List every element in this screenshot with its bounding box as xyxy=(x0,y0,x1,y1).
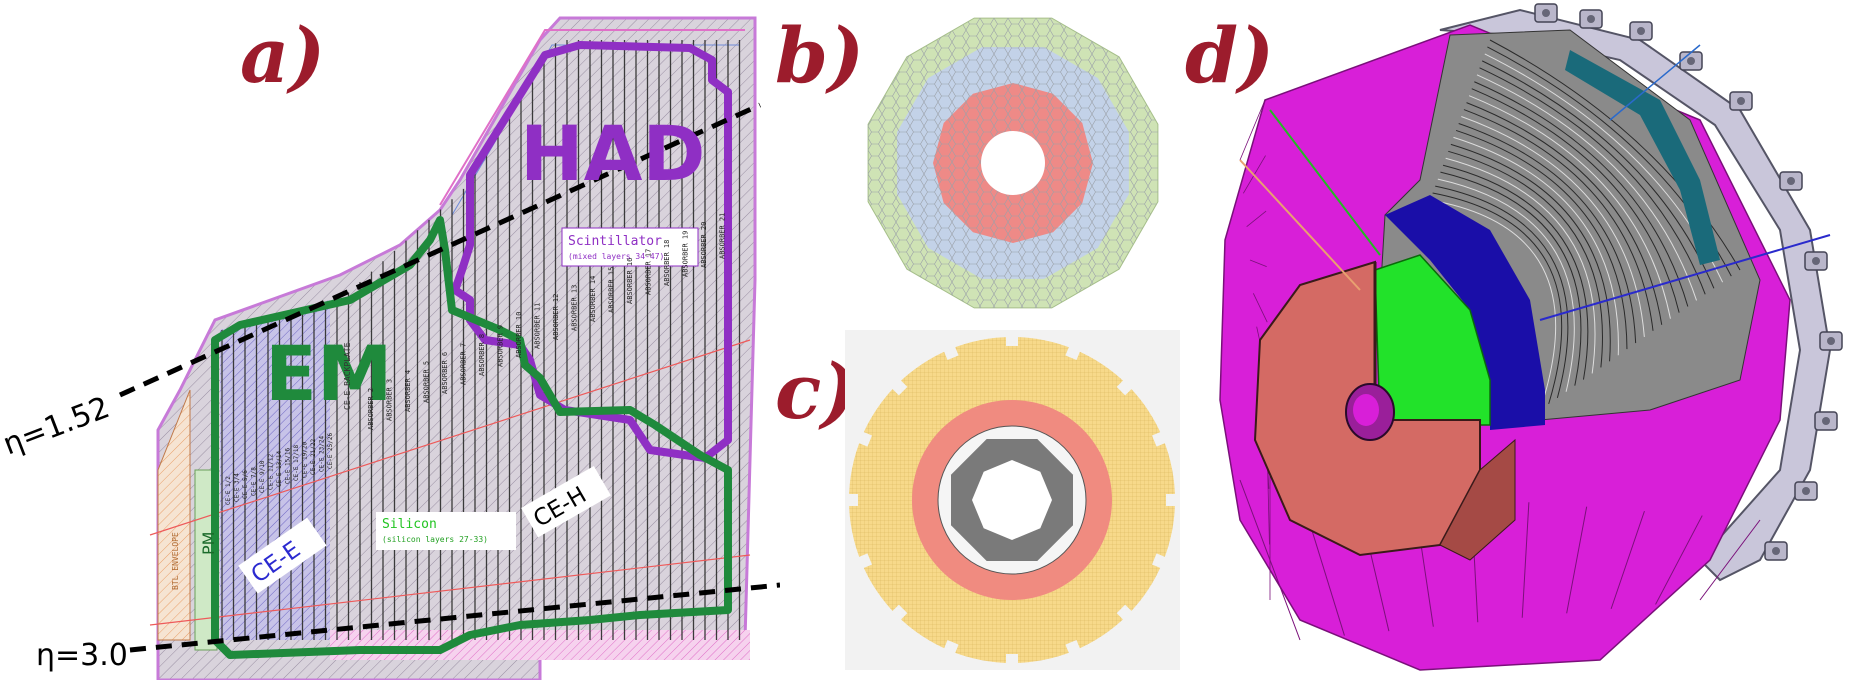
ce-layer-label: CE-E 13/14 xyxy=(276,450,283,487)
em-label: EM xyxy=(265,329,393,418)
em-contour[interactable] xyxy=(211,216,732,659)
absorber-lines xyxy=(221,40,741,640)
absorber-label: ABSORBER 10 xyxy=(515,312,523,358)
absorber-label: ABSORBER 7 xyxy=(460,343,468,385)
ce-layer-label: CE-E 17/18 xyxy=(293,444,300,481)
absorber-label: ABSORBER 6 xyxy=(441,352,449,394)
panel-d: d) xyxy=(1185,3,1843,671)
beam-hole-b xyxy=(981,131,1045,195)
silicon-title: Silicon xyxy=(382,517,437,532)
panel-a: a) HAD EM Scintillator (mixed layers 34-… xyxy=(118,11,780,680)
ce-layer-label: CE-E 1/2 xyxy=(225,476,232,505)
absorber-label: ABSORBER 14 xyxy=(589,276,597,322)
envelope-label: BTL ENVELOPE xyxy=(171,532,180,590)
absorber-label: ABSORBER 20 xyxy=(700,222,708,268)
panel-c: c) xyxy=(775,330,1180,670)
ce-layer-label: CE-E 21/22 xyxy=(310,438,317,475)
had-label: HAD xyxy=(520,109,706,198)
ce-layer-label: CE-E 19/20 xyxy=(302,441,309,478)
ce-layer-label: CE-E 3/4 xyxy=(234,473,241,502)
absorber-label: ABSORBER 12 xyxy=(552,294,560,340)
absorber-label: ABSORBER 3 xyxy=(386,379,394,421)
panel-d-letter: d) xyxy=(1185,11,1274,100)
eta-line-low xyxy=(129,582,780,653)
absorber-label: ABSORBER 4 xyxy=(404,370,412,412)
scintillator-title: Scintillator xyxy=(568,234,662,249)
absorber-label: ABSORBER 21 xyxy=(719,213,727,259)
beam-hole-c xyxy=(972,460,1052,540)
pm-label: PM xyxy=(199,532,218,555)
absorber-label: ABSORBER 17 xyxy=(645,249,653,295)
absorber-label: ABSORBER 5 xyxy=(423,361,431,403)
panel-b: b) xyxy=(775,11,1159,309)
absorber-label: ABSORBER 2 xyxy=(367,388,375,430)
scintillator-sub: (mixed layers 34-47) xyxy=(568,252,664,261)
absorber-label: ABSORBER 19 xyxy=(682,231,690,277)
ce-layer-label: CE-E 5/6 xyxy=(242,470,249,499)
ce-layer-label: CE-E 11/12 xyxy=(268,453,275,490)
eta-high-label: η=1.52 xyxy=(0,390,114,462)
ce-layer-labels: CE-E 1/2 CE-E 3/4 CE-E 5/6 CE-E 7/8 CE-E 9/1… xyxy=(225,432,334,505)
steel-frame xyxy=(1439,8,1832,582)
had-contour[interactable] xyxy=(451,41,732,462)
absorber-label: ABSORBER 15 xyxy=(608,267,616,313)
eta-line-high xyxy=(118,102,762,398)
navy-band xyxy=(1385,195,1545,430)
ce-layer-label: CE-E 9/10 xyxy=(259,460,266,493)
absorber-label: ABSORBER 11 xyxy=(534,303,542,349)
ce-layer-label: CE-E 25/26 xyxy=(327,432,334,469)
ce-layer-label: CE-E 23/24 xyxy=(319,435,326,472)
absorber-label: ABSORBER 16 xyxy=(626,258,634,304)
silicon-sub: (silicon layers 27-33) xyxy=(382,535,488,544)
ce-backplate-label: CE-E BACKPLATE xyxy=(343,342,352,410)
panel-b-letter: b) xyxy=(775,11,864,100)
eta-low-label: η=3.0 xyxy=(36,638,128,673)
panel-c-letter: c) xyxy=(775,347,857,436)
plate-lines xyxy=(1429,39,1741,411)
absorber-label: ABSORBER 18 xyxy=(663,240,671,286)
absorber-labels: ABSORBER 2 ABSORBER 3 ABSORBER 4 ABSORBER 5… xyxy=(367,213,727,430)
panel-a-letter: a) xyxy=(240,11,325,100)
absorber-label: ABSORBER 9 xyxy=(497,325,505,367)
absorber-label: ABSORBER 13 xyxy=(571,285,579,331)
frame-tabs xyxy=(1534,3,1843,561)
ce-layer-label: CE-E 7/8 xyxy=(251,467,258,496)
absorber-label: ABSORBER 8 xyxy=(478,334,486,376)
ce-layer-label: CE-E 15/16 xyxy=(285,447,292,484)
